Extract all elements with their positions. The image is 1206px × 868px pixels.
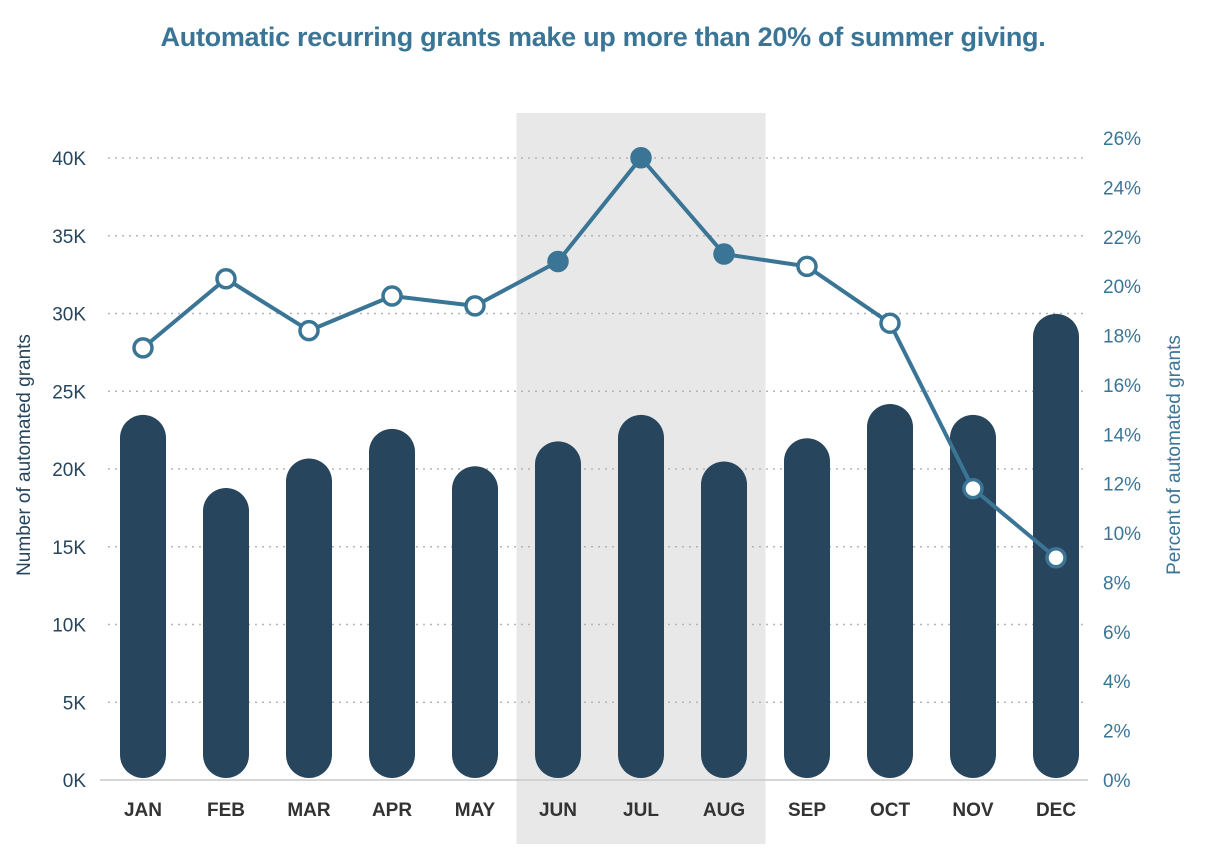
bar [452, 466, 498, 778]
right-tick-label: 22% [1103, 228, 1141, 249]
month-label: JAN [124, 800, 162, 821]
bar [618, 414, 664, 778]
left-tick-label: 35K [52, 227, 86, 248]
right-tick-label: 20% [1103, 277, 1141, 298]
bar [369, 428, 415, 778]
right-tick-label: 16% [1103, 376, 1141, 397]
line-point [132, 337, 154, 359]
bar [867, 404, 913, 778]
line-point [796, 255, 818, 278]
right-tick-label: 26% [1103, 129, 1141, 150]
line-point [1045, 547, 1067, 569]
line-point [298, 319, 320, 342]
left-tick-label: 40K [52, 149, 86, 170]
right-axis-ticks: 0% 2% 4% 6% 8% 10% 12% 14% 16% 18% 20% 22% 24% 26% [1103, 129, 1141, 792]
month-label: SEP [788, 800, 826, 821]
right-tick-label: 2% [1103, 722, 1131, 743]
left-tick-label: 5K [63, 693, 87, 714]
line-point [464, 295, 486, 317]
bar [701, 461, 747, 778]
month-label: MAY [455, 800, 496, 821]
right-tick-label: 14% [1103, 425, 1141, 446]
right-tick-label: 0% [1103, 771, 1131, 792]
right-tick-label: 18% [1103, 327, 1141, 348]
left-tick-label: 25K [52, 382, 86, 403]
bar-series [120, 313, 1079, 778]
line-point [215, 267, 237, 290]
bar [950, 414, 996, 778]
chart-title: Automatic recurring grants make up more … [160, 22, 1046, 52]
percent-line [141, 155, 1058, 560]
line-point [713, 243, 735, 265]
left-tick-label: 30K [52, 305, 86, 326]
month-label: AUG [703, 800, 745, 821]
right-tick-label: 24% [1103, 178, 1141, 199]
left-axis-label: Number of automated grants [14, 334, 35, 576]
right-tick-label: 10% [1103, 524, 1141, 545]
left-axis-ticks: 0K 5K 10K 15K 20K 25K 30K 35K 40K [52, 149, 86, 792]
line-point [879, 312, 901, 334]
line-point [962, 477, 984, 500]
bar [286, 458, 332, 778]
line-point [381, 285, 403, 307]
month-label: OCT [870, 800, 911, 821]
left-tick-label: 10K [52, 616, 86, 637]
right-tick-label: 8% [1103, 573, 1131, 594]
line-series [132, 147, 1067, 569]
left-tick-label: 20K [52, 460, 86, 481]
bar [535, 441, 581, 778]
bar [120, 414, 166, 778]
left-tick-label: 0K [63, 771, 87, 792]
gridlines [108, 157, 1088, 703]
right-tick-label: 12% [1103, 475, 1141, 496]
line-point [630, 147, 652, 169]
line-point [547, 250, 569, 273]
month-label: APR [372, 800, 412, 821]
right-axis-label: Percent of automated grants [1164, 335, 1185, 575]
month-labels: JAN FEB MAR APR MAY JUN JUL AUG SEP OCT NOV DEC [124, 800, 1076, 821]
month-label: NOV [952, 800, 994, 821]
left-tick-label: 15K [52, 538, 86, 559]
right-tick-label: 6% [1103, 623, 1131, 644]
bar [784, 438, 830, 778]
month-label: JUL [623, 800, 659, 821]
bar [203, 487, 249, 778]
right-tick-label: 4% [1103, 672, 1131, 693]
bar [1033, 313, 1079, 778]
month-label: DEC [1036, 800, 1076, 821]
month-label: MAR [287, 800, 331, 821]
month-label: FEB [207, 800, 245, 821]
month-label: JUN [539, 800, 577, 821]
